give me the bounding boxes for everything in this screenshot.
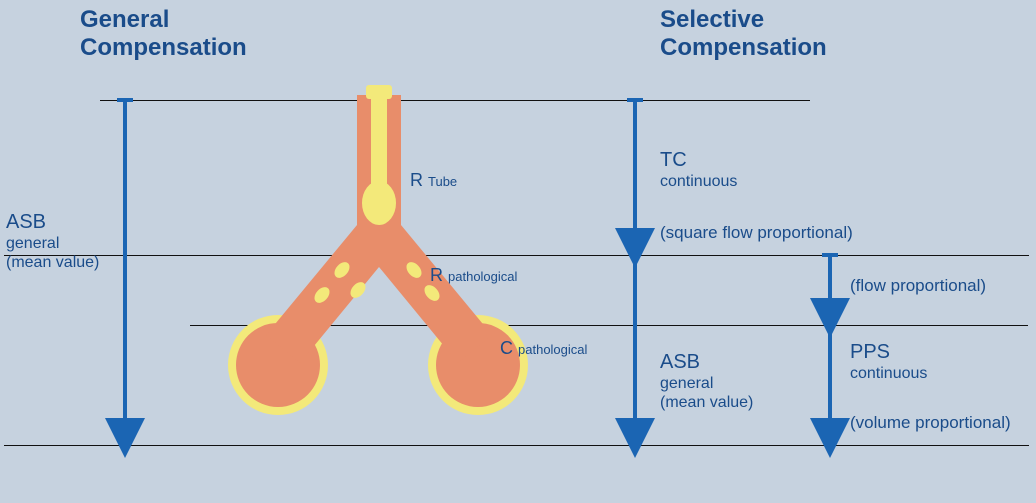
asb-right-sub2: (mean value) — [660, 393, 753, 412]
tc-sub1: continuous — [660, 172, 737, 191]
diagram-stage: General Compensation Selective Compensat… — [0, 0, 1036, 503]
pps-block: PPS continuous — [850, 340, 927, 383]
pps-label: PPS — [850, 340, 927, 364]
r-path-sub: pathological — [448, 269, 517, 284]
asb-right-block: ASB general (mean value) — [660, 350, 753, 412]
asb-right-sub1: general — [660, 374, 753, 393]
r-tube-r: R — [410, 170, 423, 190]
anatomy-svg — [200, 75, 560, 435]
vol-prop: (volume proportional) — [850, 412, 1011, 434]
c-path-sub: pathological — [518, 342, 587, 357]
flow-prop: (flow proportional) — [850, 275, 986, 297]
asb-left-sub2: (mean value) — [6, 253, 99, 272]
c-path-label: C pathological — [500, 338, 587, 359]
r-tube-sub: Tube — [428, 174, 457, 189]
ett-cuff — [362, 181, 396, 225]
c-path-c: C — [500, 338, 513, 358]
asb-left-block: ASB general (mean value) — [6, 210, 99, 272]
tc-sub2: (square flow proportional) — [660, 222, 853, 244]
asb-right-label: ASB — [660, 350, 753, 374]
r-tube-label: R Tube — [410, 170, 457, 191]
r-path-label: R pathological — [430, 265, 517, 286]
r-path-r: R — [430, 265, 443, 285]
ett-connector — [366, 85, 392, 99]
bronchi — [266, 225, 492, 363]
asb-left-sub1: general — [6, 234, 99, 253]
asb-left-label: ASB — [6, 210, 99, 234]
tc-block: TC continuous — [660, 148, 737, 191]
tc-label: TC — [660, 148, 737, 172]
pps-sub1: continuous — [850, 364, 927, 383]
